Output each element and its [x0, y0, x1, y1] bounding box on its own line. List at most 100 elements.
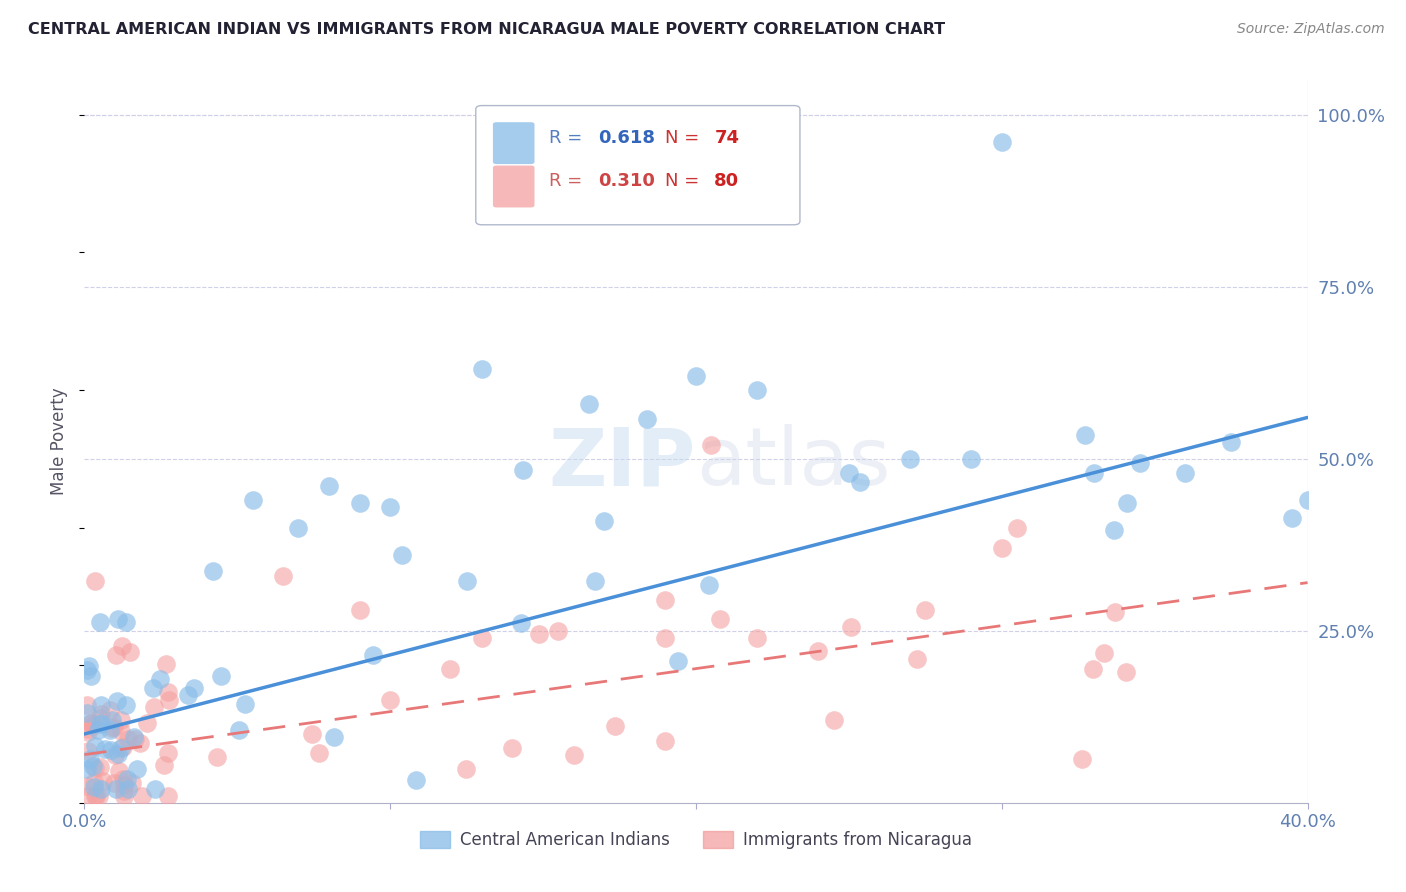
Central American Indians [1116, 496, 1139, 510]
Immigrants from Nicaragua [1115, 665, 1137, 679]
Immigrants from Nicaragua [914, 603, 936, 617]
Immigrants from Nicaragua [84, 789, 107, 803]
Central American Indians [104, 782, 127, 797]
Immigrants from Nicaragua [101, 721, 124, 735]
Text: R =: R = [550, 172, 588, 190]
Immigrants from Nicaragua [117, 731, 139, 746]
Text: R =: R = [550, 129, 588, 147]
Text: CENTRAL AMERICAN INDIAN VS IMMIGRANTS FROM NICARAGUA MALE POVERTY CORRELATION CH: CENTRAL AMERICAN INDIAN VS IMMIGRANTS FR… [28, 22, 945, 37]
Immigrants from Nicaragua [87, 789, 110, 803]
FancyBboxPatch shape [475, 105, 800, 225]
Central American Indians [471, 362, 494, 376]
Immigrants from Nicaragua [1083, 661, 1105, 675]
Central American Indians [512, 462, 534, 476]
Immigrants from Nicaragua [823, 713, 845, 727]
Immigrants from Nicaragua [112, 740, 135, 755]
Central American Indians [94, 742, 117, 756]
Immigrants from Nicaragua [308, 746, 330, 760]
Immigrants from Nicaragua [562, 747, 585, 762]
Central American Indians [110, 741, 132, 756]
Central American Indians [107, 747, 129, 762]
Central American Indians [583, 574, 606, 589]
FancyBboxPatch shape [494, 122, 534, 164]
Central American Indians [1083, 466, 1105, 480]
Immigrants from Nicaragua [83, 761, 105, 775]
Immigrants from Nicaragua [271, 568, 294, 582]
Immigrants from Nicaragua [839, 620, 862, 634]
Immigrants from Nicaragua [156, 747, 179, 761]
Immigrants from Nicaragua [155, 657, 177, 672]
Central American Indians [349, 496, 371, 510]
Immigrants from Nicaragua [111, 639, 134, 653]
Immigrants from Nicaragua [104, 748, 127, 763]
Immigrants from Nicaragua [83, 574, 105, 588]
Central American Indians [1102, 523, 1125, 537]
Central American Indians [1296, 493, 1319, 508]
Immigrants from Nicaragua [103, 721, 125, 735]
Immigrants from Nicaragua [121, 775, 143, 789]
Central American Indians [80, 668, 103, 682]
Immigrants from Nicaragua [380, 692, 402, 706]
Immigrants from Nicaragua [654, 631, 676, 645]
Immigrants from Nicaragua [84, 789, 107, 803]
Central American Indians [1129, 456, 1152, 470]
Central American Indians [287, 520, 309, 534]
Immigrants from Nicaragua [654, 734, 676, 748]
Central American Indians [89, 615, 111, 630]
Immigrants from Nicaragua [454, 762, 477, 776]
Central American Indians [578, 397, 600, 411]
Central American Indians [107, 612, 129, 626]
Immigrants from Nicaragua [905, 652, 928, 666]
Immigrants from Nicaragua [98, 703, 121, 717]
Legend: Central American Indians, Immigrants from Nicaragua: Central American Indians, Immigrants fro… [413, 824, 979, 856]
Immigrants from Nicaragua [700, 438, 723, 452]
Central American Indians [323, 731, 346, 745]
Y-axis label: Male Poverty: Male Poverty [51, 388, 69, 495]
Central American Indians [87, 723, 110, 737]
Text: ZIP: ZIP [548, 425, 696, 502]
Central American Indians [699, 578, 721, 592]
Immigrants from Nicaragua [157, 789, 180, 803]
Central American Indians [83, 780, 105, 794]
Central American Indians [117, 772, 139, 786]
Immigrants from Nicaragua [991, 541, 1014, 556]
Central American Indians [90, 698, 112, 712]
Central American Indians [1174, 466, 1197, 480]
Immigrants from Nicaragua [1092, 646, 1115, 660]
Central American Indians [122, 730, 145, 744]
Central American Indians [202, 564, 225, 578]
Central American Indians [380, 500, 402, 514]
Immigrants from Nicaragua [112, 778, 135, 792]
Immigrants from Nicaragua [76, 698, 98, 713]
Immigrants from Nicaragua [77, 722, 100, 736]
Text: 74: 74 [714, 129, 740, 147]
Immigrants from Nicaragua [80, 716, 103, 731]
Text: 0.618: 0.618 [598, 129, 655, 147]
Central American Indians [117, 782, 139, 797]
Central American Indians [242, 493, 264, 508]
Central American Indians [143, 782, 166, 797]
Central American Indians [666, 654, 689, 668]
Central American Indians [176, 688, 198, 702]
Central American Indians [509, 615, 531, 630]
Central American Indians [456, 574, 478, 588]
Central American Indians [747, 383, 769, 397]
Central American Indians [1073, 427, 1095, 442]
Central American Indians [838, 466, 860, 480]
Immigrants from Nicaragua [747, 631, 769, 645]
Immigrants from Nicaragua [156, 685, 179, 699]
Immigrants from Nicaragua [605, 719, 627, 733]
Central American Indians [115, 698, 138, 713]
Central American Indians [114, 615, 136, 629]
Text: N =: N = [665, 129, 706, 147]
Immigrants from Nicaragua [107, 764, 129, 778]
Immigrants from Nicaragua [111, 772, 134, 786]
Immigrants from Nicaragua [502, 740, 524, 755]
Central American Indians [849, 475, 872, 489]
Text: N =: N = [665, 172, 706, 190]
Immigrants from Nicaragua [83, 718, 105, 732]
Immigrants from Nicaragua [131, 789, 153, 803]
Immigrants from Nicaragua [654, 593, 676, 607]
Immigrants from Nicaragua [301, 727, 323, 741]
Central American Indians [76, 663, 98, 677]
